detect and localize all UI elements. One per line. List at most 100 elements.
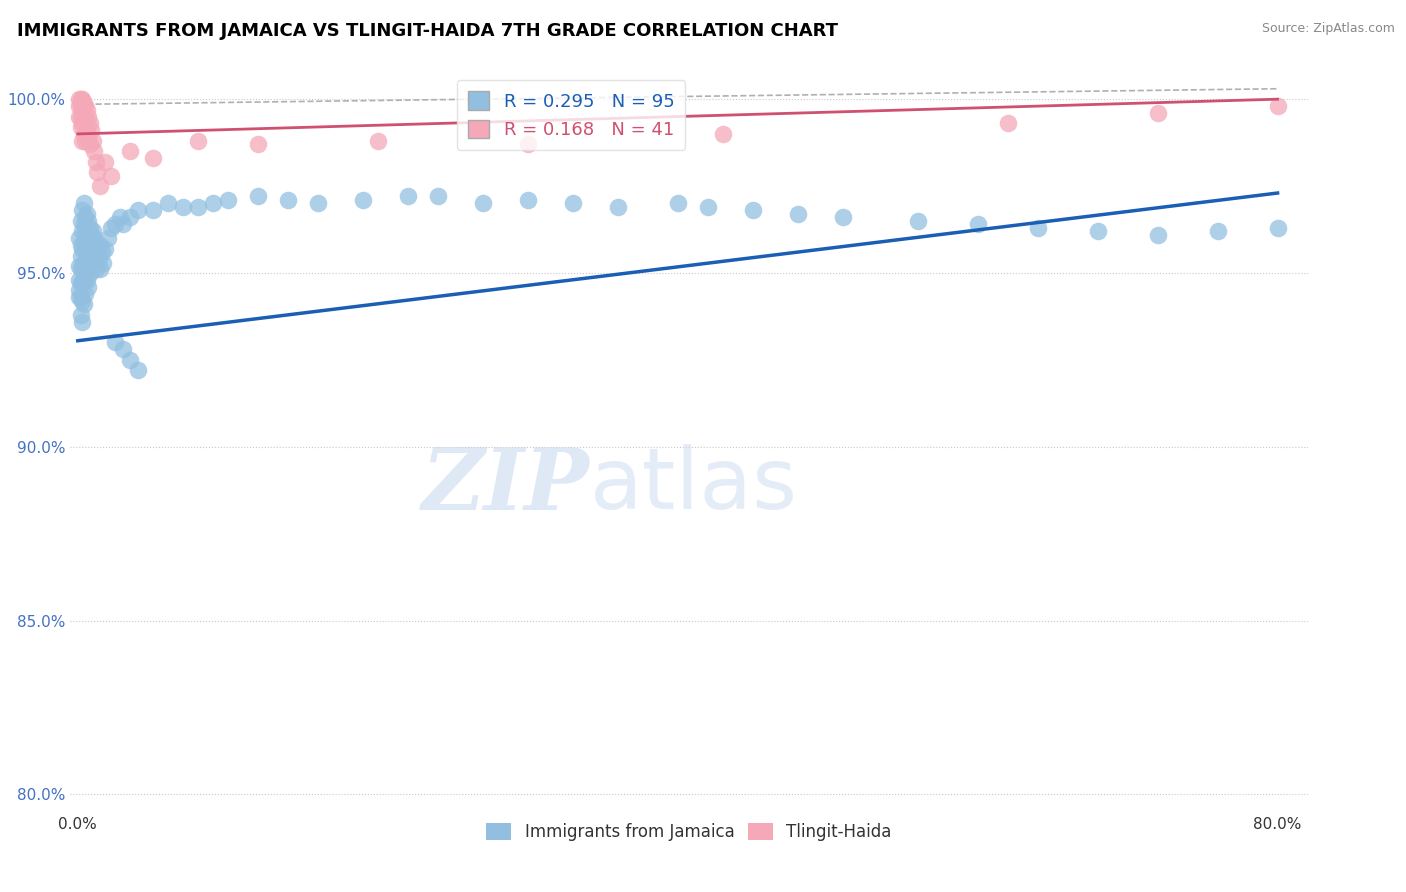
Text: Source: ZipAtlas.com: Source: ZipAtlas.com [1261,22,1395,36]
Point [72,134,94,148]
Point [72,277,94,291]
Point [75,266,97,280]
Point [67,283,90,297]
Point [67,110,90,124]
Point [72,224,94,238]
Point [516,137,538,152]
Point [352,193,374,207]
Point [966,217,988,231]
Point [786,207,808,221]
Point [111,343,134,357]
Point [77,280,100,294]
Point [1146,106,1168,120]
Point [561,196,583,211]
Point [108,211,131,225]
Point [1146,227,1168,242]
Point [69,308,91,322]
Point [907,214,929,228]
Point [69,290,91,304]
Point [156,196,179,211]
Point [69,238,91,252]
Point [246,137,269,152]
Point [69,99,91,113]
Point [79,220,101,235]
Point [471,196,494,211]
Point [217,193,239,207]
Point [79,242,101,256]
Point [89,179,111,194]
Point [142,151,165,165]
Point [367,134,389,148]
Point [83,231,105,245]
Point [741,203,763,218]
Point [69,249,91,263]
Point [831,211,853,225]
Point [1026,220,1049,235]
Point [72,103,94,117]
Point [73,110,96,124]
Point [426,189,449,203]
Point [84,154,107,169]
Point [396,189,419,203]
Text: IMMIGRANTS FROM JAMAICA VS TLINGIT-HAIDA 7TH GRADE CORRELATION CHART: IMMIGRANTS FROM JAMAICA VS TLINGIT-HAIDA… [17,22,838,40]
Legend: Immigrants from Jamaica, Tlingit-Haida: Immigrants from Jamaica, Tlingit-Haida [479,816,898,847]
Point [187,200,209,214]
Point [69,262,91,277]
Point [201,196,224,211]
Point [72,116,94,130]
Point [80,252,103,266]
Point [73,273,96,287]
Point [120,352,142,367]
Point [82,249,104,263]
Point [1267,220,1289,235]
Point [89,238,111,252]
Point [307,196,329,211]
Point [187,134,209,148]
Point [94,242,117,256]
Point [76,231,98,245]
Point [84,262,107,277]
Point [67,99,90,113]
Point [69,214,91,228]
Point [69,92,91,106]
Point [73,196,96,211]
Point [73,255,96,269]
Point [76,252,98,266]
Point [666,196,689,211]
Point [82,224,104,238]
Point [89,262,111,277]
Point [172,200,194,214]
Point [100,169,122,183]
Point [73,127,96,141]
Point [67,231,90,245]
Point [82,134,104,148]
Point [76,123,98,137]
Point [104,217,127,231]
Point [127,363,149,377]
Point [76,103,98,117]
Point [516,193,538,207]
Point [75,211,97,225]
Point [997,116,1019,130]
Point [1087,224,1109,238]
Point [277,193,299,207]
Point [72,242,94,256]
Point [104,335,127,350]
Point [84,238,107,252]
Point [77,259,100,273]
Point [100,220,122,235]
Point [75,134,97,148]
Point [86,245,108,260]
Point [77,110,100,124]
Point [94,154,117,169]
Point [127,203,149,218]
Point [72,293,94,308]
Point [73,217,96,231]
Point [77,214,100,228]
Point [67,259,90,273]
Point [91,255,114,269]
Point [72,259,94,273]
Point [77,238,100,252]
Point [76,207,98,221]
Point [711,127,734,141]
